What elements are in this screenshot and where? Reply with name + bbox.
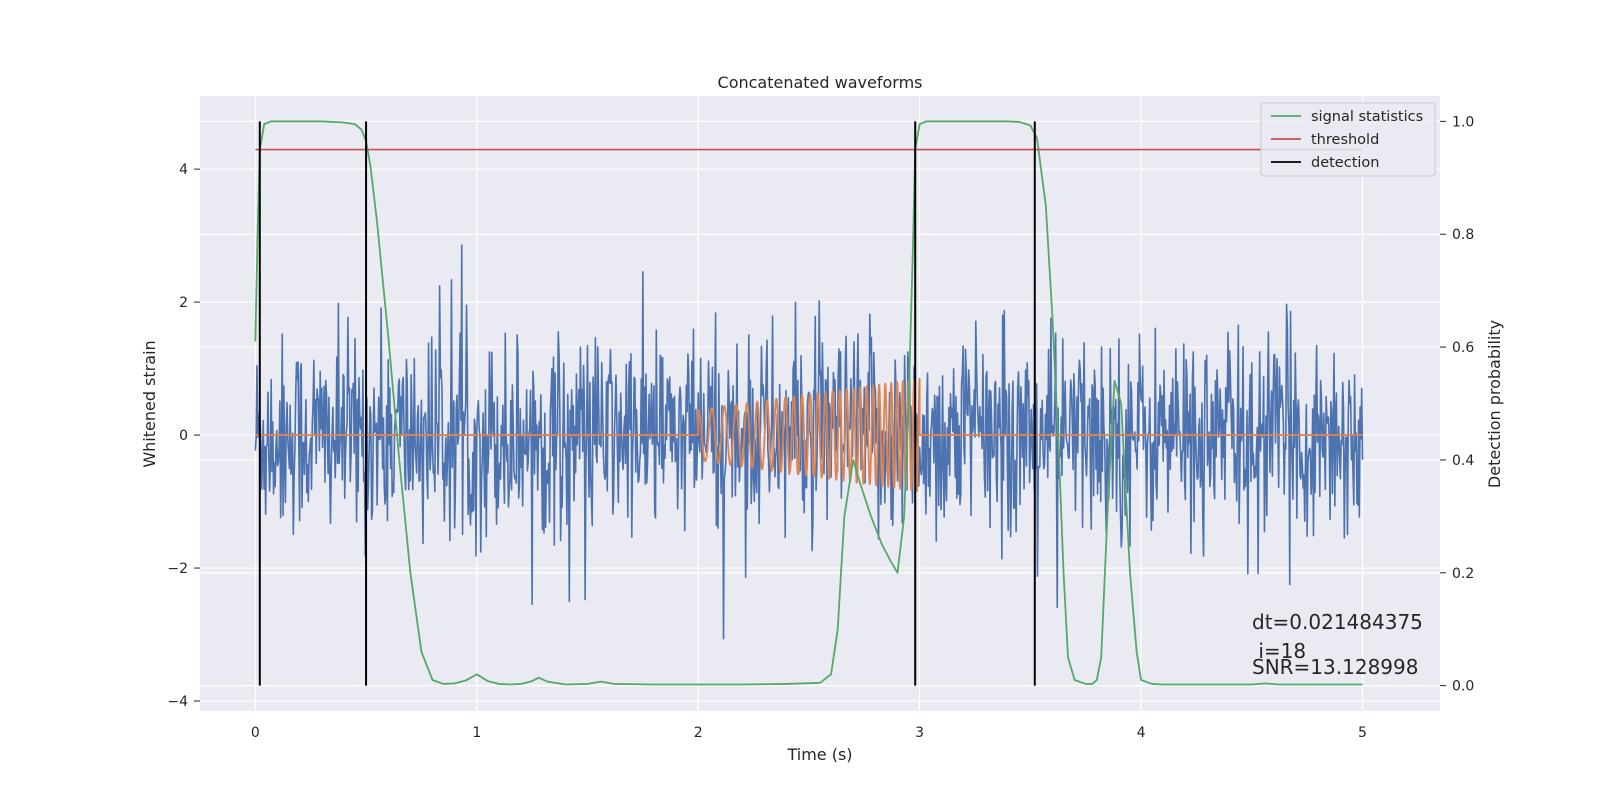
y-tick-label-0: 0 — [179, 428, 188, 444]
y-tick-label-2: 2 — [179, 295, 188, 311]
x-tick-label-3: 3 — [915, 725, 924, 741]
legend: signal statistics threshold detection — [1260, 102, 1436, 177]
y-right-tick-label-0.2: 0.2 — [1452, 566, 1474, 582]
x-tick-label-5: 5 — [1358, 725, 1367, 741]
y-right-tick-label-0.8: 0.8 — [1452, 227, 1474, 243]
right-axis-series-group — [254, 120, 1363, 686]
y-right-tick-label-0.6: 0.6 — [1452, 340, 1474, 356]
annotation-i: i=18 — [1252, 639, 1306, 663]
legend-label-detection: detection — [1311, 155, 1379, 171]
y-right-tick-label-1: 1.0 — [1452, 114, 1474, 130]
signal-statistics-line — [254, 120, 1363, 686]
y-axis-label: Whitened strain — [140, 340, 159, 467]
legend-label-threshold: threshold — [1311, 132, 1379, 148]
y-tick-label-4: 4 — [179, 162, 188, 178]
ticks: 0 1 2 3 4 5 −4 −2 0 2 4 0.0 0.2 0.4 0.6 0.8 1.0 — [167, 114, 1474, 741]
annotation-snr: SNR=13.128998 — [1252, 655, 1418, 679]
annotation-dt: dt=0.021484375 — [1252, 610, 1423, 634]
y-right-tick-label-0: 0.0 — [1452, 679, 1474, 695]
y-right-tick-label-0.4: 0.4 — [1452, 453, 1474, 469]
strain-series-group — [254, 244, 1364, 640]
chart-title: Concatenated waveforms — [718, 73, 923, 92]
x-axis-label: Time (s) — [786, 745, 852, 764]
template-line — [255, 377, 1363, 493]
y-tick-label--4: −4 — [167, 694, 188, 710]
x-tick-label-4: 4 — [1137, 725, 1146, 741]
strain-line — [254, 244, 1364, 640]
y-tick-label--2: −2 — [167, 561, 188, 577]
y-axis-right-label: Detection probability — [1485, 320, 1504, 488]
template-series-group — [255, 377, 1363, 493]
x-tick-label-1: 1 — [472, 725, 481, 741]
x-tick-label-2: 2 — [694, 725, 703, 741]
legend-label-signal-statistics: signal statistics — [1311, 109, 1423, 125]
legend-frame — [1260, 102, 1436, 177]
x-tick-label-0: 0 — [251, 725, 260, 741]
